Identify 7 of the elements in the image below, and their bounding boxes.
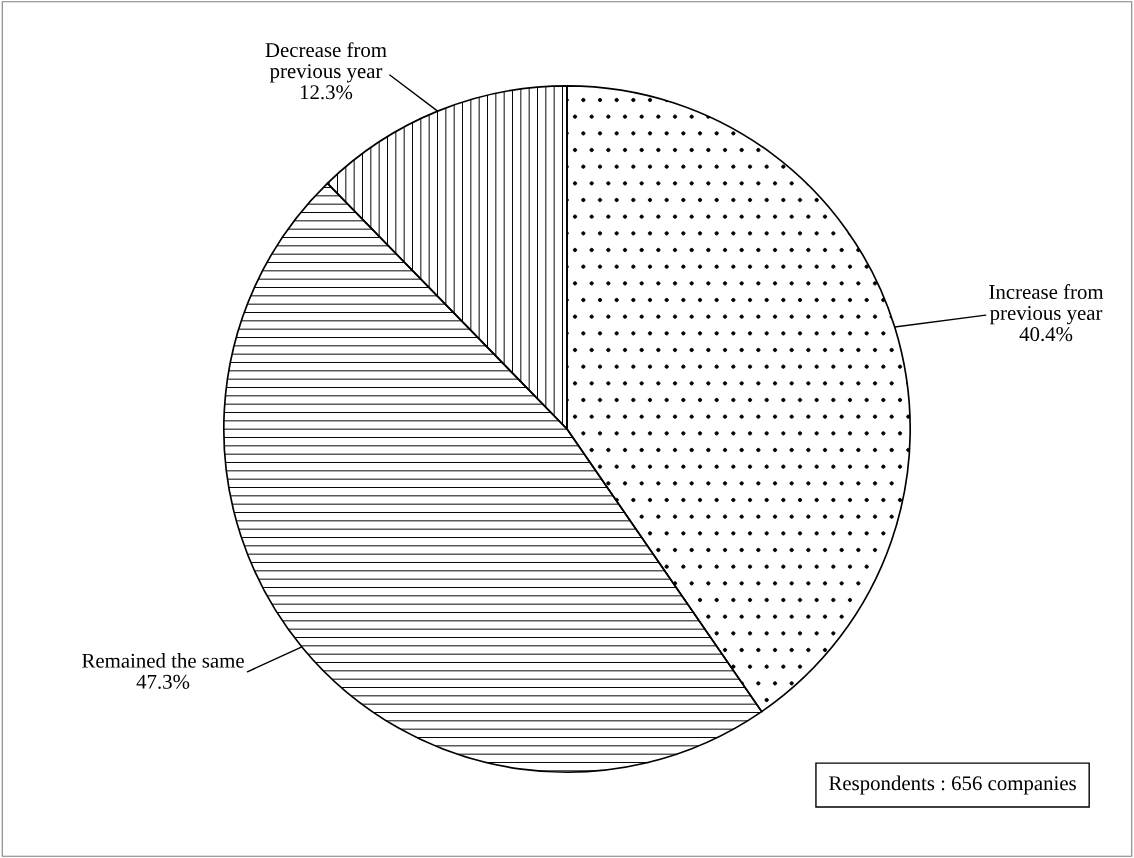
data-label: 40.4%: [1019, 327, 1073, 342]
text: Respondents : 656 companies: [829, 775, 1076, 795]
slice-label: Remained the same: [82, 653, 244, 668]
data-label: 47.3%: [136, 674, 190, 689]
slice-label: Increase from previous year: [989, 284, 1104, 325]
slice-label: Decrease from previous year: [265, 42, 387, 83]
data-label: 12.3%: [300, 85, 353, 100]
